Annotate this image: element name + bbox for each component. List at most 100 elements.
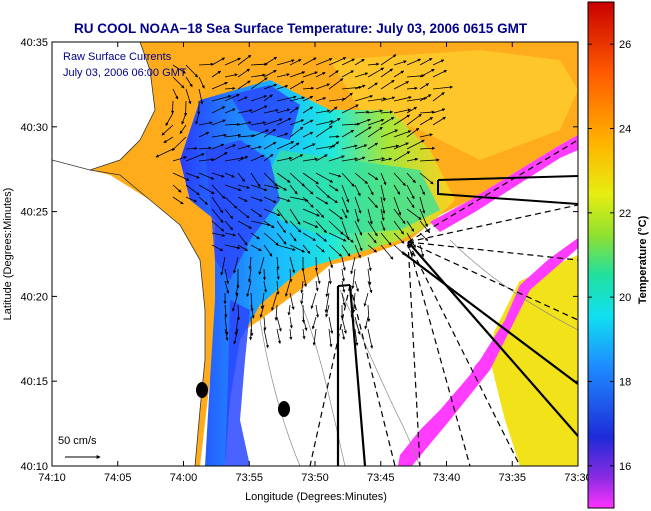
current-vector [328,244,343,257]
current-vector [224,144,236,150]
x-tick-label: 73:30 [564,472,592,484]
current-vector [237,80,251,90]
current-vector [250,208,263,217]
current-vector [248,256,252,270]
current-vector [380,129,399,138]
current-vector [224,172,235,178]
current-vector [367,268,372,286]
current-vector [198,184,215,195]
current-vector [406,184,415,200]
current-vector [185,196,198,203]
current-vector [198,157,215,162]
current-vector [289,232,297,242]
current-vector [406,127,420,138]
overlay-line-1: Raw Surface Currents [63,51,172,63]
current-vector [302,131,314,138]
no-data-southeast [320,160,578,466]
current-vector [367,208,373,225]
current-vector [289,268,293,283]
current-vector [406,113,422,126]
current-vector [315,280,319,292]
current-vector [224,57,241,66]
current-vector [310,292,317,310]
current-vector [211,196,224,214]
land-northwest [52,42,155,170]
current-vector [380,196,386,214]
current-vector [315,268,321,285]
current-vector [354,58,365,66]
current-vector [263,83,278,90]
y-tick-label: 40:35 [20,37,48,49]
sst-green-core [260,150,440,235]
current-vector [302,328,306,340]
current-vector [419,146,436,150]
colorbar-tick-label: 20 [619,292,631,304]
current-vector [237,232,248,246]
current-vector [302,196,314,208]
current-vector [341,196,349,214]
current-vector [315,184,331,199]
current-vector [328,232,347,242]
current-vector [380,184,386,202]
current-vector [289,80,305,90]
colorbar-label: Temperature (°C) [637,215,649,304]
current-vector [263,118,283,126]
current-vector [185,184,200,196]
current-vector [367,126,383,138]
current-vector [354,110,370,114]
current-vector [328,208,343,220]
current-vector [271,292,278,311]
current-vector [393,184,401,195]
current-vector [393,151,411,162]
current-vector [341,70,354,78]
current-vector [263,244,273,257]
current-vector [211,172,225,178]
current-vector [302,143,316,150]
current-vector [263,94,273,102]
x-axis-label: Longitude (Degrees:Minutes) [245,491,387,503]
x-tick-label: 74:05 [104,472,132,484]
current-vector [380,116,395,126]
current-vector [198,172,215,180]
current-vector [302,157,318,162]
current-vector [161,124,174,136]
current-vector [406,106,418,114]
current-vector [419,117,434,126]
current-vector [224,268,230,285]
current-vector [341,172,355,187]
current-vector [185,153,205,162]
current-vector [341,256,346,271]
current-vector [328,78,344,90]
current-vector [234,316,239,336]
current-vector [302,244,311,255]
current-vector [289,292,295,310]
current-vector [247,268,252,283]
current-vector [302,71,318,78]
current-vector [289,71,306,78]
current-vector [289,142,300,150]
current-vector [263,316,267,331]
current-vector [328,268,332,285]
current-vector [211,57,226,66]
current-vector [284,280,291,297]
colorbar-tick-label: 16 [619,461,631,473]
current-vector [211,81,228,90]
current-vector [406,232,416,248]
current-vector [354,144,368,150]
current-vector [354,232,363,252]
current-vector [302,96,314,102]
y-tick-label: 40:30 [20,122,48,134]
current-vector [263,109,279,114]
current-vector [237,220,252,229]
current-vector [354,280,359,292]
current-vector [302,106,314,114]
current-vector [172,76,185,89]
current-vector [341,232,354,243]
current-vector [237,96,248,102]
current-vector [224,280,230,294]
current-vector [172,64,186,74]
current-vector [328,328,333,348]
current-vector [380,54,397,66]
radar-station-marker-west [196,382,208,398]
